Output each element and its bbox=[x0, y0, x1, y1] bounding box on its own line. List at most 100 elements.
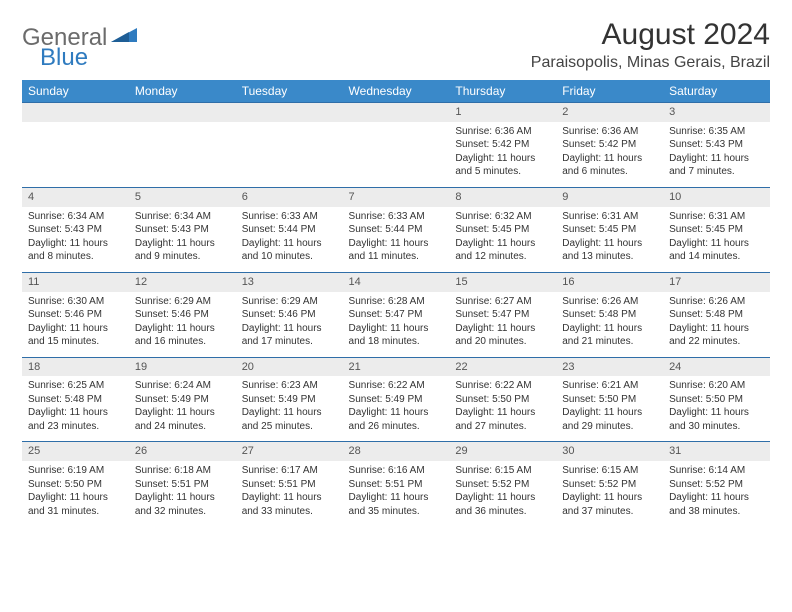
calendar-day-cell: 16Sunrise: 6:26 AMSunset: 5:48 PMDayligh… bbox=[556, 272, 663, 357]
calendar-week-row: 1Sunrise: 6:36 AMSunset: 5:42 PMDaylight… bbox=[22, 103, 770, 188]
calendar-day-cell bbox=[236, 103, 343, 188]
sunrise-line: Sunrise: 6:28 AM bbox=[349, 295, 444, 309]
sunrise-line: Sunrise: 6:20 AM bbox=[669, 379, 764, 393]
sunset-line: Sunset: 5:46 PM bbox=[28, 308, 123, 322]
day-number: 30 bbox=[556, 442, 663, 461]
day-number: 5 bbox=[129, 188, 236, 207]
sunrise-line: Sunrise: 6:31 AM bbox=[669, 210, 764, 224]
daylight-line: Daylight: 11 hours and 24 minutes. bbox=[135, 406, 230, 433]
daylight-line: Daylight: 11 hours and 33 minutes. bbox=[242, 491, 337, 518]
day-number: 8 bbox=[449, 188, 556, 207]
sunrise-line: Sunrise: 6:30 AM bbox=[28, 295, 123, 309]
daylight-line: Daylight: 11 hours and 29 minutes. bbox=[562, 406, 657, 433]
daylight-line: Daylight: 11 hours and 20 minutes. bbox=[455, 322, 550, 349]
sunrise-line: Sunrise: 6:21 AM bbox=[562, 379, 657, 393]
day-number: 15 bbox=[449, 273, 556, 292]
day-content: Sunrise: 6:22 AMSunset: 5:49 PMDaylight:… bbox=[343, 376, 450, 441]
sunrise-line: Sunrise: 6:29 AM bbox=[242, 295, 337, 309]
sunset-line: Sunset: 5:50 PM bbox=[28, 478, 123, 492]
day-number: 29 bbox=[449, 442, 556, 461]
sunrise-line: Sunrise: 6:35 AM bbox=[669, 125, 764, 139]
day-content bbox=[236, 122, 343, 184]
day-number bbox=[343, 103, 450, 122]
sunrise-line: Sunrise: 6:14 AM bbox=[669, 464, 764, 478]
day-number: 18 bbox=[22, 358, 129, 377]
day-number bbox=[129, 103, 236, 122]
day-content: Sunrise: 6:29 AMSunset: 5:46 PMDaylight:… bbox=[236, 292, 343, 357]
day-content: Sunrise: 6:14 AMSunset: 5:52 PMDaylight:… bbox=[663, 461, 770, 526]
sunrise-line: Sunrise: 6:24 AM bbox=[135, 379, 230, 393]
day-content: Sunrise: 6:31 AMSunset: 5:45 PMDaylight:… bbox=[556, 207, 663, 272]
sunset-line: Sunset: 5:42 PM bbox=[562, 138, 657, 152]
sunrise-line: Sunrise: 6:26 AM bbox=[669, 295, 764, 309]
sunset-line: Sunset: 5:51 PM bbox=[242, 478, 337, 492]
sunset-line: Sunset: 5:43 PM bbox=[135, 223, 230, 237]
sunset-line: Sunset: 5:48 PM bbox=[562, 308, 657, 322]
day-content bbox=[343, 122, 450, 184]
daylight-line: Daylight: 11 hours and 23 minutes. bbox=[28, 406, 123, 433]
sunrise-line: Sunrise: 6:19 AM bbox=[28, 464, 123, 478]
weekday-header: Saturday bbox=[663, 80, 770, 103]
sunset-line: Sunset: 5:44 PM bbox=[349, 223, 444, 237]
sunset-line: Sunset: 5:51 PM bbox=[135, 478, 230, 492]
day-content: Sunrise: 6:33 AMSunset: 5:44 PMDaylight:… bbox=[343, 207, 450, 272]
sunrise-line: Sunrise: 6:34 AM bbox=[135, 210, 230, 224]
calendar-day-cell bbox=[22, 103, 129, 188]
sunrise-line: Sunrise: 6:22 AM bbox=[455, 379, 550, 393]
day-number: 20 bbox=[236, 358, 343, 377]
calendar-day-cell bbox=[343, 103, 450, 188]
calendar-day-cell: 22Sunrise: 6:22 AMSunset: 5:50 PMDayligh… bbox=[449, 357, 556, 442]
sunrise-line: Sunrise: 6:22 AM bbox=[349, 379, 444, 393]
sunrise-line: Sunrise: 6:17 AM bbox=[242, 464, 337, 478]
sunset-line: Sunset: 5:47 PM bbox=[349, 308, 444, 322]
daylight-line: Daylight: 11 hours and 5 minutes. bbox=[455, 152, 550, 179]
calendar-week-row: 11 Sunrise: 6:30 AMSunset: 5:46 PM Dayligh… bbox=[22, 272, 770, 357]
sunset-line: Sunset: 5:49 PM bbox=[349, 393, 444, 407]
day-number: 21 bbox=[343, 358, 450, 377]
weekday-header: Wednesday bbox=[343, 80, 450, 103]
calendar-day-cell: 24Sunrise: 6:20 AMSunset: 5:50 PMDayligh… bbox=[663, 357, 770, 442]
day-number: 28 bbox=[343, 442, 450, 461]
calendar-day-cell: 31Sunrise: 6:14 AMSunset: 5:52 PMDayligh… bbox=[663, 442, 770, 526]
sunset-line: Sunset: 5:52 PM bbox=[455, 478, 550, 492]
sunset-line: Sunset: 5:43 PM bbox=[28, 223, 123, 237]
calendar-day-cell: 14Sunrise: 6:28 AMSunset: 5:47 PMDayligh… bbox=[343, 272, 450, 357]
day-content: Sunrise: 6:25 AMSunset: 5:48 PMDaylight:… bbox=[22, 376, 129, 441]
daylight-line: Daylight: 11 hours and 35 minutes. bbox=[349, 491, 444, 518]
day-content: Sunrise: 6:28 AMSunset: 5:47 PMDaylight:… bbox=[343, 292, 450, 357]
day-content bbox=[129, 122, 236, 184]
day-content: Sunrise: 6:21 AMSunset: 5:50 PMDaylight:… bbox=[556, 376, 663, 441]
daylight-line: Daylight: 11 hours and 6 minutes. bbox=[562, 152, 657, 179]
day-content: Sunrise: 6:31 AMSunset: 5:45 PMDaylight:… bbox=[663, 207, 770, 272]
calendar-day-cell: 7Sunrise: 6:33 AMSunset: 5:44 PMDaylight… bbox=[343, 187, 450, 272]
day-content: Sunrise: 6:27 AMSunset: 5:47 PMDaylight:… bbox=[449, 292, 556, 357]
daylight-line: Daylight: 11 hours and 21 minutes. bbox=[562, 322, 657, 349]
day-number: 11 bbox=[22, 273, 129, 292]
day-content: Sunrise: 6:29 AMSunset: 5:46 PMDaylight:… bbox=[129, 292, 236, 357]
sunrise-line: Sunrise: 6:18 AM bbox=[135, 464, 230, 478]
calendar-day-cell: 17Sunrise: 6:26 AMSunset: 5:48 PMDayligh… bbox=[663, 272, 770, 357]
day-number: 31 bbox=[663, 442, 770, 461]
calendar-week-row: 4Sunrise: 6:34 AMSunset: 5:43 PMDaylight… bbox=[22, 187, 770, 272]
daylight-line: Daylight: 11 hours and 7 minutes. bbox=[669, 152, 764, 179]
calendar-day-cell: 6Sunrise: 6:33 AMSunset: 5:44 PMDaylight… bbox=[236, 187, 343, 272]
sunset-line: Sunset: 5:49 PM bbox=[135, 393, 230, 407]
day-content: Sunrise: 6:22 AMSunset: 5:50 PMDaylight:… bbox=[449, 376, 556, 441]
logo-triangle-icon bbox=[111, 26, 137, 51]
sunset-line: Sunset: 5:43 PM bbox=[669, 138, 764, 152]
day-content: Sunrise: 6:32 AMSunset: 5:45 PMDaylight:… bbox=[449, 207, 556, 272]
sunrise-line: Sunrise: 6:15 AM bbox=[562, 464, 657, 478]
day-number: 1 bbox=[449, 103, 556, 122]
day-content: Sunrise: 6:33 AMSunset: 5:44 PMDaylight:… bbox=[236, 207, 343, 272]
day-number: 16 bbox=[556, 273, 663, 292]
day-content: Sunrise: 6:34 AMSunset: 5:43 PMDaylight:… bbox=[129, 207, 236, 272]
sunrise-line: Sunrise: 6:31 AM bbox=[562, 210, 657, 224]
sunset-line: Sunset: 5:47 PM bbox=[455, 308, 550, 322]
calendar-day-cell: 8Sunrise: 6:32 AMSunset: 5:45 PMDaylight… bbox=[449, 187, 556, 272]
weekday-header: Sunday bbox=[22, 80, 129, 103]
weekday-header: Tuesday bbox=[236, 80, 343, 103]
sunrise-line: Sunrise: 6:34 AM bbox=[28, 210, 123, 224]
calendar-day-cell: 13Sunrise: 6:29 AMSunset: 5:46 PMDayligh… bbox=[236, 272, 343, 357]
calendar-day-cell: 26Sunrise: 6:18 AMSunset: 5:51 PMDayligh… bbox=[129, 442, 236, 526]
day-number: 13 bbox=[236, 273, 343, 292]
